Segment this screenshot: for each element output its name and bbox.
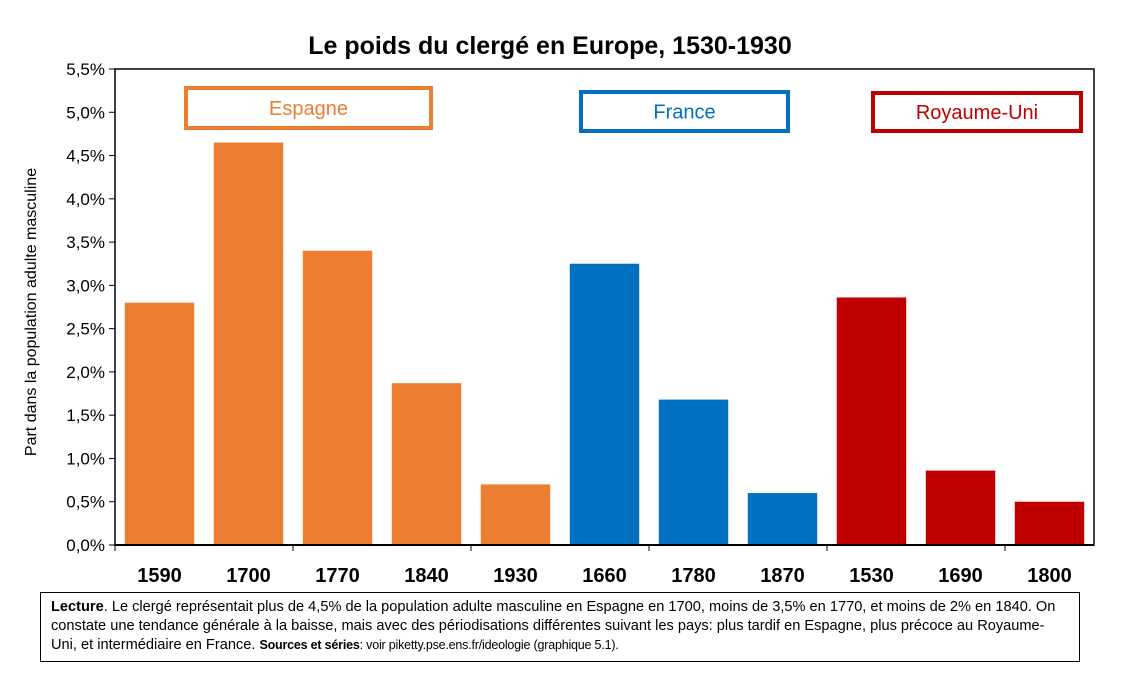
x-tick-label: 1530 <box>849 565 894 587</box>
x-tick-label: 1690 <box>938 565 983 587</box>
bar-1780 <box>658 399 729 545</box>
legend-label-Espagne: Espagne <box>269 98 348 120</box>
x-tick-label: 1660 <box>582 565 627 587</box>
y-tick-label: 3,5% <box>66 233 105 252</box>
x-tick-label: 1770 <box>315 565 360 587</box>
chart-svg: 0,0% 0,5% 1,0% 1,5% 2,0% 2,5% 3,0% 3,5% 4,0% 4,5%… <box>23 60 1095 587</box>
legend-label-Royaume-Uni: Royaume-Uni <box>916 102 1038 124</box>
legend-label-France: France <box>653 102 715 124</box>
bar-1590 <box>124 302 195 545</box>
chart-title: Le poids du clergé en Europe, 1530-1930 <box>308 32 792 60</box>
legend-box-France <box>579 90 790 133</box>
x-tick-label: 1870 <box>760 565 805 587</box>
y-tick-label: 0,5% <box>66 493 105 512</box>
sources-note: Sources et séries: voir piketty.pse.ens.… <box>259 638 618 652</box>
sources-label: Sources et séries <box>259 638 360 652</box>
y-tick-label: 5,5% <box>66 60 105 79</box>
x-tick-label: 1840 <box>404 565 449 587</box>
bar-1840 <box>391 383 462 545</box>
x-tick-label: 1780 <box>671 565 716 587</box>
legend-layer: Espagne France Royaume-Uni <box>184 86 1083 133</box>
y-tick-label: 4,5% <box>66 147 105 166</box>
bar-1930 <box>480 484 551 545</box>
y-tick-label: 0,0% <box>66 536 105 555</box>
x-tick-label: 1590 <box>137 565 182 587</box>
legend-box-Royaume-Uni <box>871 91 1083 133</box>
y-tick-label: 4,0% <box>66 190 105 209</box>
caption-lead: Lecture <box>51 599 104 615</box>
bars-layer <box>124 142 1085 545</box>
bar-1870 <box>747 493 818 545</box>
x-tick-label: 1930 <box>493 565 538 587</box>
legend-box-Espagne <box>184 86 433 130</box>
bar-1660 <box>569 263 640 545</box>
bar-1700 <box>213 142 284 545</box>
sources-text: : voir piketty.pse.ens.fr/ideologie (gra… <box>359 638 619 652</box>
y-tick-label: 5,0% <box>66 103 105 122</box>
reading-note: Lecture. Le clergé représentait plus de … <box>40 592 1080 662</box>
y-tick-label: 1,5% <box>66 406 105 425</box>
bar-1690 <box>925 470 996 545</box>
y-tick-label: 3,0% <box>66 276 105 295</box>
x-tick-label: 1800 <box>1027 565 1072 587</box>
y-axis-label: Part dans la population adulte masculine <box>23 168 40 456</box>
y-axis-ticks: 0,0% 0,5% 1,0% 1,5% 2,0% 2,5% 3,0% 3,5% 4,0% 4,5%… <box>66 60 115 555</box>
bar-1800 <box>1014 501 1085 545</box>
caption-text: . Le clergé représentait plus de 4,5% de… <box>51 599 1056 653</box>
bar-1530 <box>836 297 907 545</box>
y-tick-label: 1,0% <box>66 449 105 468</box>
x-axis-ticks: 1590 1700 1770 1840 1930 1660 1780 1870 1530 1690… <box>114 545 1072 587</box>
x-tick-label: 1700 <box>226 565 271 587</box>
y-tick-label: 2,5% <box>66 320 105 339</box>
bar-1770 <box>302 250 373 545</box>
y-tick-label: 2,0% <box>66 363 105 382</box>
